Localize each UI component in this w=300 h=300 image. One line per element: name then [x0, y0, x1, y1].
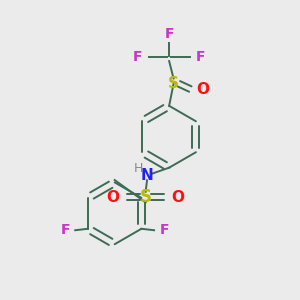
Text: F: F	[196, 50, 206, 64]
Text: S: S	[140, 188, 152, 206]
Text: S: S	[168, 76, 179, 91]
Text: F: F	[159, 223, 169, 237]
Text: F: F	[164, 27, 174, 41]
Text: F: F	[133, 50, 142, 64]
Text: O: O	[172, 190, 184, 205]
Text: F: F	[61, 223, 70, 237]
Text: O: O	[196, 82, 209, 97]
Text: H: H	[134, 162, 143, 175]
Text: N: N	[141, 167, 153, 182]
Text: O: O	[107, 190, 120, 205]
